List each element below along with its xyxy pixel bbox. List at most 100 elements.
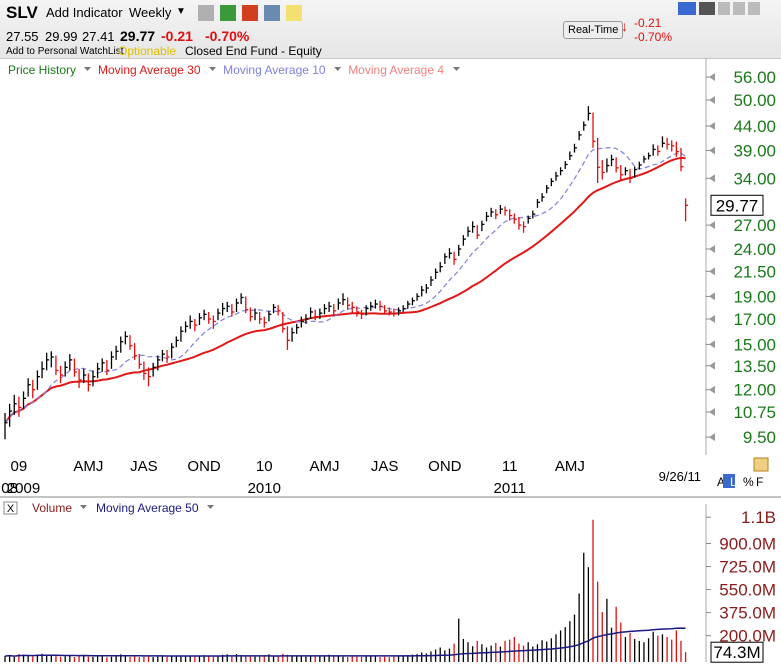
tick-arrow: [709, 385, 715, 394]
moving-average-line: [4, 627, 686, 657]
x-year-label: 08: [1, 480, 18, 497]
close-button[interactable]: X: [7, 503, 15, 515]
tick-arrow: [709, 174, 715, 183]
y-tick-label: 34.00: [733, 169, 776, 188]
legend-arrow[interactable]: [207, 505, 214, 509]
y-tick-label: 44.00: [733, 117, 776, 136]
close-button-box[interactable]: [3, 501, 18, 515]
tick-arrow: [709, 245, 715, 254]
last-price-box: [710, 194, 764, 216]
y-tick-label: 15.00: [733, 335, 776, 354]
toggle[interactable]: F: [756, 475, 763, 489]
x-tick-label: AMJ: [555, 458, 585, 475]
tick-arrow: [709, 433, 715, 442]
y-tick-label: 13.50: [733, 357, 776, 376]
period-select[interactable]: Weekly: [129, 5, 172, 20]
x-year-label: 2009: [7, 480, 40, 497]
symbol[interactable]: SLV: [6, 3, 38, 22]
y-tick-label: 19.00: [733, 287, 776, 306]
y-tick-label: 900.0M: [719, 535, 776, 554]
x-tick-label: 10: [256, 458, 273, 475]
open: 27.55: [6, 29, 39, 44]
last-volume-box: [710, 641, 764, 663]
down-arrow: ↓: [621, 18, 628, 34]
tick-arrow: [709, 340, 715, 349]
toolbar: [0, 0, 781, 59]
legend-entry[interactable]: Moving Average 50: [96, 501, 199, 515]
legend-arrow[interactable]: [80, 505, 87, 509]
y-tick-label: 17.00: [733, 310, 776, 329]
x-tick-label: JAS: [371, 458, 399, 475]
y-tick-label: 12.00: [733, 381, 776, 400]
legend-entry[interactable]: Moving Average 4: [348, 63, 444, 77]
moving-average-line: [4, 146, 686, 424]
tick-arrow: [709, 96, 715, 105]
y-tick-label: 550.0M: [719, 581, 776, 600]
tick-arrow: [709, 292, 715, 301]
x-tick-label: 09: [11, 458, 28, 475]
edit-icon[interactable]: [753, 457, 769, 472]
optionable: Optionable: [118, 44, 177, 58]
tick-arrow: [709, 146, 715, 155]
x-tick-label: JAS: [130, 458, 158, 475]
rt-change: -0.21: [634, 16, 662, 30]
legend-arrow[interactable]: [334, 67, 342, 71]
y-tick-label: 56.00: [733, 68, 776, 87]
toggle[interactable]: %: [743, 475, 754, 489]
watchlist[interactable]: Add to Personal WatchList: [6, 46, 124, 57]
high: 29.99: [45, 29, 78, 44]
legend-arrow[interactable]: [209, 67, 217, 71]
legend-entry[interactable]: Price History: [8, 63, 76, 77]
x-tick-label: AMJ: [309, 458, 339, 475]
rt-change-pct: -0.70%: [634, 30, 673, 44]
y-tick-label: 39.00: [733, 141, 776, 160]
close: 29.77: [120, 28, 156, 44]
tick-arrow: [709, 267, 715, 276]
tick-arrow: [709, 361, 715, 370]
tick-arrow: [709, 221, 715, 230]
toggle-bg: [723, 474, 735, 488]
toggle[interactable]: A: [717, 475, 725, 489]
x-year-label: 2011: [494, 480, 526, 497]
change-pct: -0.70%: [205, 28, 250, 44]
realtime-button[interactable]: Real-Time: [563, 21, 624, 39]
y-tick-label: 725.0M: [719, 558, 776, 577]
tick-arrow: [709, 408, 715, 417]
window-icons[interactable]: [678, 2, 778, 16]
toggle[interactable]: L: [730, 475, 737, 489]
x-year-label: 2010: [248, 480, 281, 497]
last-volume-label: 74.3M: [713, 643, 760, 662]
date-label: 9/26/11: [659, 469, 701, 484]
y-tick-label: 24.00: [733, 240, 776, 259]
y-tick-label: 1.1B: [741, 508, 776, 527]
x-tick-label: OND: [187, 458, 221, 475]
tick-arrow: [709, 315, 715, 324]
y-tick-label: 9.50: [743, 428, 776, 447]
tick-arrow: [709, 121, 715, 130]
moving-average-line: [4, 156, 686, 424]
legend-entry[interactable]: Moving Average 10: [223, 63, 326, 77]
panel-title[interactable]: Volume: [32, 501, 72, 515]
legend-entry[interactable]: Moving Average 30: [98, 63, 201, 77]
x-tick-label: OND: [428, 458, 462, 475]
x-tick-label: 11: [502, 458, 518, 475]
low: 27.41: [82, 29, 115, 44]
legend-arrow[interactable]: [84, 67, 91, 71]
legend-arrow[interactable]: [453, 67, 460, 71]
change: -0.21: [161, 28, 193, 44]
last-price-label: 29.77: [716, 196, 759, 215]
x-tick-label: AMJ: [73, 458, 103, 475]
y-tick-label: 200.0M: [719, 627, 776, 646]
y-tick-label: 375.0M: [719, 604, 776, 623]
add-indicator[interactable]: Add Indicator: [46, 5, 123, 20]
fund-type: Closed End Fund - Equity: [185, 44, 322, 58]
y-tick-label: 50.00: [733, 91, 776, 110]
tool-icons[interactable]: [198, 5, 310, 21]
y-tick-label: 27.00: [733, 216, 776, 235]
y-tick-label: 21.50: [733, 262, 776, 281]
y-tick-label: 10.75: [733, 403, 776, 422]
dropdown-arrow[interactable]: ▼: [176, 6, 186, 17]
tick-arrow: [709, 73, 715, 82]
